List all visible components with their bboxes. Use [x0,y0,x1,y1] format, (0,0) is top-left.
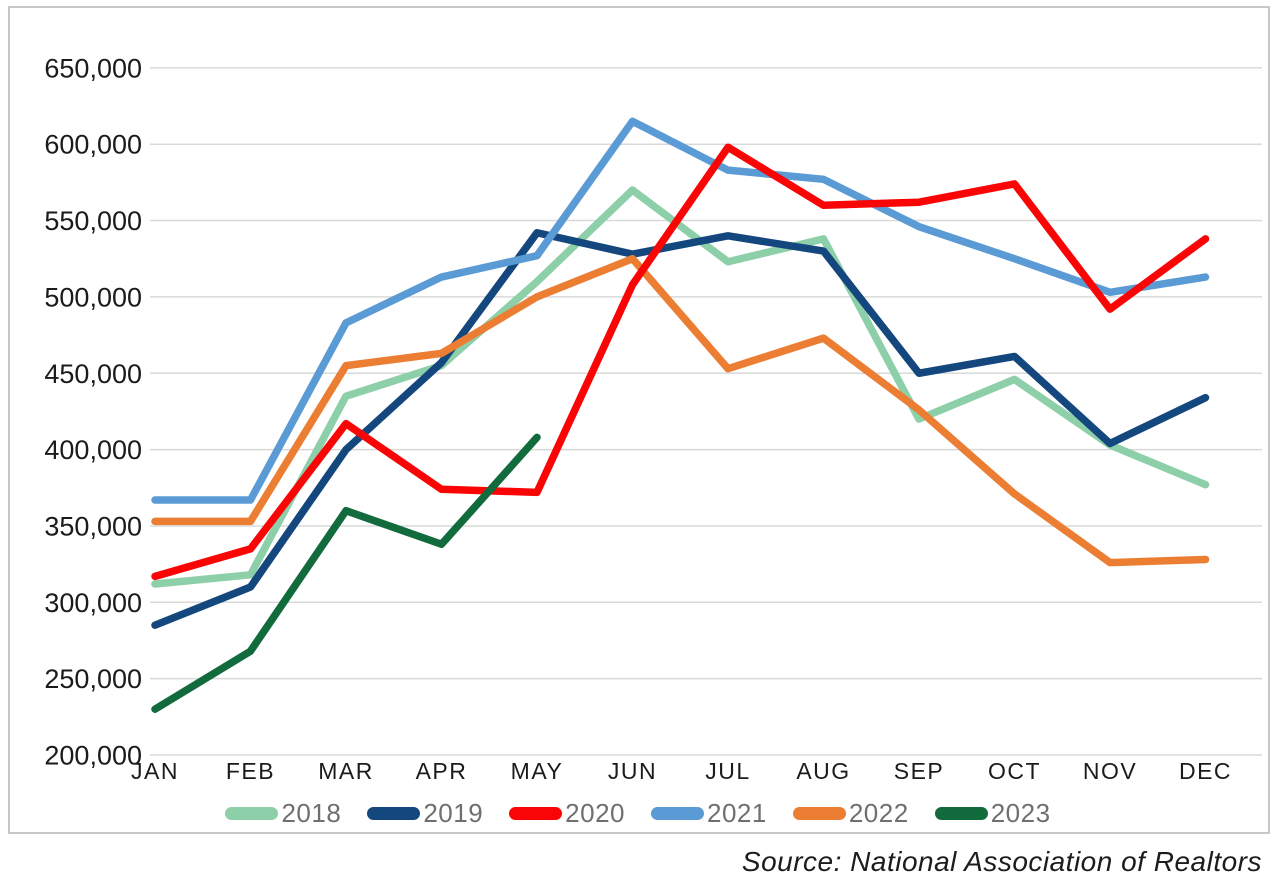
series-line-2023 [151,433,541,713]
legend-label-2019: 2019 [423,797,484,828]
y-axis-tick-label: 300,000 [44,588,142,618]
series-line-2022 [151,254,1210,567]
legend-label-2021: 2021 [707,797,767,828]
x-axis-tick-label-jul: JUL [705,758,750,784]
chart-legend: 2018 2019 2020 2021 2022 2023 [0,796,1276,830]
y-axis-tick-label: 350,000 [44,511,142,541]
y-axis-tick-label: 400,000 [44,435,142,465]
y-axis-tick-label: 250,000 [44,664,142,694]
chart-card-border [8,6,1270,834]
x-axis-tick-label-dec: DEC [1179,758,1232,784]
legend-item-2018: 2018 [225,798,341,829]
y-axis-tick-label: 450,000 [44,359,142,389]
legend-swatch-2021 [651,806,704,820]
y-axis-tick-label: 600,000 [44,130,142,160]
series-line-2020 [151,143,1210,581]
legend-label-2018: 2018 [281,797,342,828]
legend-swatch-2018 [225,806,279,820]
legend-item-2019: 2019 [367,798,483,829]
x-axis-tick-label-aug: AUG [796,758,850,784]
y-axis-tick-label: 650,000 [44,53,142,83]
x-axis-tick-label-may: MAY [511,758,564,784]
legend-label-2023: 2023 [990,797,1051,828]
legend-item-2020: 2020 [509,798,625,829]
x-axis-tick-label-nov: NOV [1083,758,1137,784]
legend-swatch-2019 [367,806,421,820]
legend-item-2022: 2022 [792,797,909,829]
legend-swatch-2023 [934,806,988,820]
x-axis-tick-label-feb: FEB [226,758,275,784]
legend-item-2021: 2021 [651,798,767,829]
y-axis-tick-label: 500,000 [44,282,142,312]
series-line-2019 [151,229,1210,629]
legend-swatch-2022 [792,806,846,820]
legend-label-2020: 2020 [565,797,625,828]
legend-label-2022: 2022 [848,797,909,828]
series-line-2018 [151,186,1210,588]
x-axis-tick-label-mar: MAR [318,758,374,784]
x-axis-tick-label-apr: APR [416,758,468,784]
y-axis-tick-label: 550,000 [44,206,142,236]
y-axis-tick-label: 200,000 [44,741,142,771]
x-axis-tick-label-jun: JUN [608,758,657,784]
x-axis-tick-label-jan: JAN [131,758,179,784]
legend-swatch-2020 [509,806,563,820]
x-axis-tick-label-sep: SEP [894,758,945,784]
legend-item-2023: 2023 [934,797,1051,829]
x-axis-tick-label-oct: OCT [988,758,1041,784]
series-line-2021 [151,117,1210,504]
source-note: Source: National Association of Realtors [741,846,1262,877]
